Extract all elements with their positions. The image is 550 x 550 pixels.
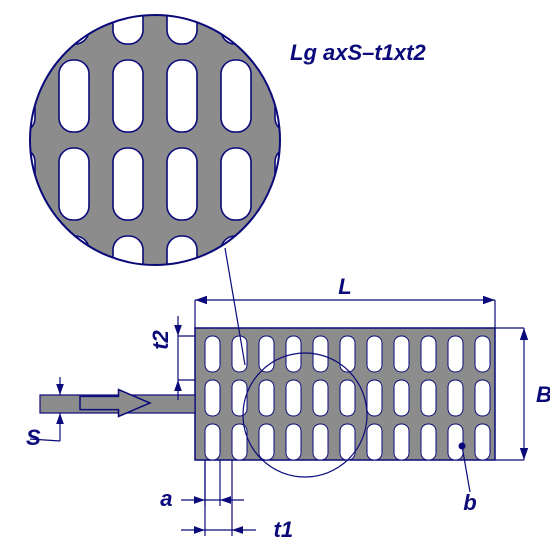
perforated-plate: [195, 328, 495, 460]
dim-label-a: a: [160, 486, 172, 511]
detail-view: [5, 0, 305, 308]
dim-label-S: S: [26, 425, 41, 450]
diagram-title: Lg axS–t1xt2: [290, 40, 426, 65]
dim-label-t2: t2: [148, 329, 173, 349]
dim-label-b: b: [463, 490, 476, 515]
dim-label-t1: t1: [274, 517, 294, 542]
dim-label-L: L: [338, 274, 351, 299]
dim-label-B: B: [536, 382, 550, 407]
